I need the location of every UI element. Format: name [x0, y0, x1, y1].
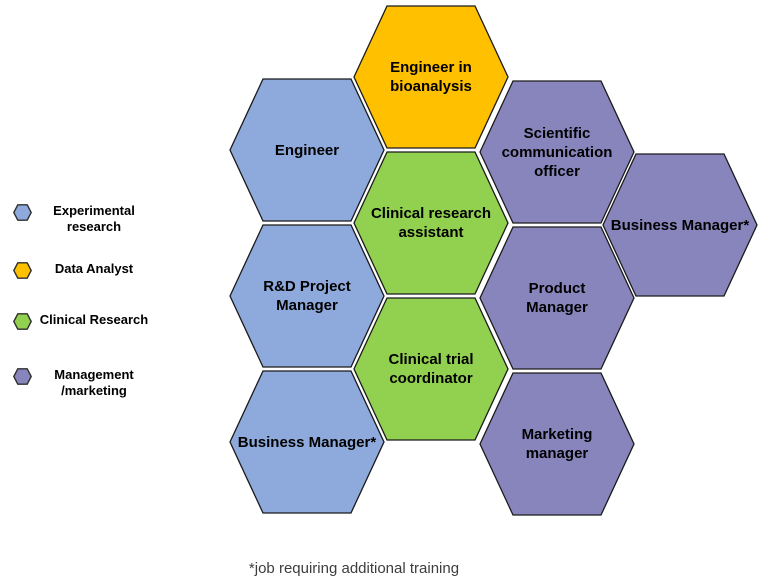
data-analyst-hexagon-icon — [13, 262, 32, 279]
hex-label-rd-project-manager: R&D Project Manager — [263, 278, 351, 314]
hex-label-engineer-in-bioanalysis: Engineer in bioanalysis — [390, 59, 472, 95]
hexagon-shape — [353, 297, 509, 441]
hex-product-manager: Product Manager — [478, 225, 636, 371]
hexagon-shape — [479, 372, 635, 516]
hex-marketing-manager: Marketing manager — [478, 371, 636, 517]
hex-label-clinical-research-assistant: Clinical research assistant — [370, 205, 492, 241]
hexagon-shape — [602, 153, 758, 297]
legend-item-experimental-research: Experimental research — [13, 203, 150, 235]
legend-item-management-marketing: Management /marketing — [13, 367, 150, 399]
hex-label-marketing-manager: Marketing manager — [521, 426, 593, 462]
hex-label-clinical-trial-coordinator: Clinical trial coordinator — [388, 351, 474, 387]
hexagon-shape — [229, 78, 385, 222]
hex-engineer-in-bioanalysis: Engineer in bioanalysis — [352, 4, 510, 150]
legend-label-management-marketing: Management /marketing — [54, 367, 134, 398]
hex-rd-project-manager: R&D Project Manager — [228, 223, 386, 369]
hexagon-shape — [229, 370, 385, 514]
legend-item-clinical-research: Clinical Research — [13, 312, 150, 330]
hexagon-shape — [479, 80, 635, 224]
legend-label-clinical-research: Clinical Research — [39, 312, 149, 327]
hex-clinical-trial-coordinator: Clinical trial coordinator — [352, 296, 510, 442]
hexagon-shape — [479, 226, 635, 370]
footnote-additional-training: *job requiring additional training — [248, 560, 460, 577]
experimental-research-hexagon-icon — [13, 204, 32, 221]
legend-label-data-analyst: Data Analyst — [54, 261, 134, 276]
hex-label-business-manager-experimental: Business Manager* — [237, 433, 377, 451]
legend-item-data-analyst: Data Analyst — [13, 261, 150, 279]
hex-business-manager-management: Business Manager* — [601, 152, 759, 298]
hex-business-manager-experimental: Business Manager* — [228, 369, 386, 515]
hex-clinical-research-assistant: Clinical research assistant — [352, 150, 510, 296]
hexagon-shape — [353, 151, 509, 295]
hex-label-engineer: Engineer — [274, 141, 340, 159]
hex-label-product-manager: Product Manager — [526, 280, 588, 316]
clinical-research-hexagon-icon — [13, 313, 32, 330]
hex-label-scientific-communication-officer: Scientific communication officer — [501, 124, 613, 180]
hex-label-business-manager-management: Business Manager* — [610, 216, 750, 234]
hex-scientific-communication-officer: Scientific communication officer — [478, 79, 636, 225]
hex-engineer: Engineer — [228, 77, 386, 223]
hexagon-shape — [353, 5, 509, 149]
management-marketing-hexagon-icon — [13, 368, 32, 385]
legend-label-experimental-research: Experimental research — [53, 203, 135, 234]
hexagon-shape — [229, 224, 385, 368]
